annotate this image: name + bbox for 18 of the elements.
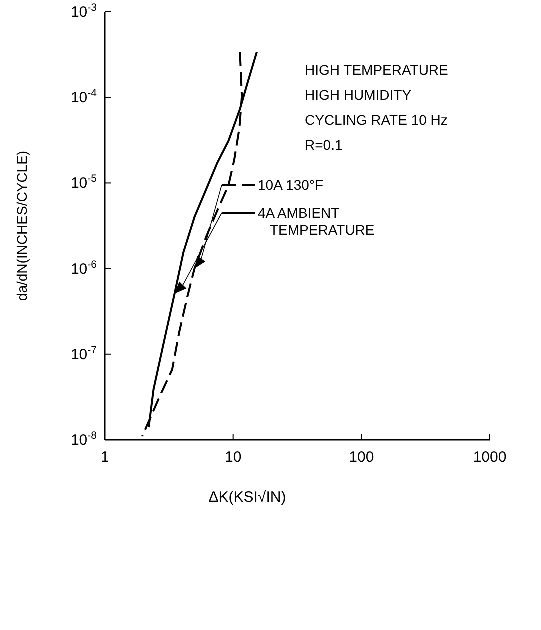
- annotation: CYCLING RATE 10 Hz: [305, 112, 448, 128]
- y-tick-label: 10$^{-6}$: [70, 258, 98, 278]
- x-axis-title: ΔK(KSI√IN): [208, 489, 286, 506]
- x-tick-label: 10: [224, 449, 242, 466]
- annotation: HIGH TEMPERATURE: [305, 62, 448, 78]
- legend-label: 4A AMBIENT TEMPERATURE: [258, 205, 375, 238]
- x-tick-label: 100: [349, 449, 374, 466]
- x-tick-label: 1000: [473, 449, 507, 466]
- y-tick-label: 10$^{-5}$: [70, 173, 98, 192]
- y-axis-title: da/dN(INCHES/CYCLE): [14, 150, 30, 302]
- y-tick-label: 10$^{-8}$: [70, 430, 98, 449]
- y-tick-label: 10$^{-4}$: [70, 88, 98, 107]
- legend-label: 10A 130°F: [258, 177, 324, 193]
- y-tick-label: 10$^{-7}$: [70, 344, 98, 364]
- annotation: R=0.1: [305, 137, 343, 153]
- y-tick-label: 10$^{-3}$: [70, 2, 98, 21]
- x-tick-label: 1: [100, 449, 110, 466]
- annotation: HIGH HUMIDITY: [305, 87, 412, 103]
